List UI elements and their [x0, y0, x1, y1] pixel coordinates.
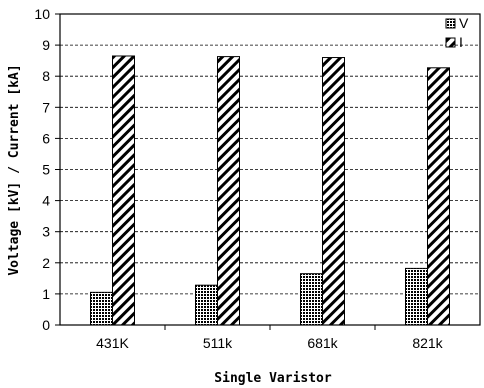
y-tick-label: 3 [42, 224, 50, 240]
bars [91, 56, 450, 325]
x-tick-label: 681k [307, 335, 338, 351]
y-tick-label: 1 [42, 286, 50, 302]
bar-i-511k [218, 57, 240, 325]
x-tick-label: 431K [96, 335, 129, 351]
bar-v-821k [406, 268, 428, 325]
legend-label-v: V [459, 15, 469, 31]
y-tick-label: 7 [42, 99, 50, 115]
x-axis-title: Single Varistor [214, 371, 332, 386]
bar-i-431k [113, 56, 135, 325]
y-axis-title: Voltage [kV] / Current [kA] [7, 64, 22, 275]
y-tick-label: 2 [42, 255, 50, 271]
x-tick-label: 511k [203, 335, 233, 351]
legend-swatch-v [446, 19, 455, 28]
y-tick-label: 9 [42, 37, 50, 53]
bar-v-511k [196, 285, 218, 325]
bar-v-681k [301, 274, 323, 325]
bar-i-821k [428, 68, 450, 325]
x-tick-label: 821k [412, 335, 443, 351]
legend-label-i: I [459, 34, 463, 50]
y-tick-label: 8 [42, 68, 50, 84]
y-tick-label: 6 [42, 130, 50, 146]
y-tick-label: 4 [42, 193, 50, 209]
y-tick-label: 10 [34, 6, 50, 22]
legend-swatch-i [446, 38, 455, 47]
bar-i-681k [323, 58, 345, 325]
y-tick-label: 0 [42, 317, 50, 333]
y-tick-label: 5 [42, 162, 50, 178]
bar-v-431k [91, 292, 113, 325]
